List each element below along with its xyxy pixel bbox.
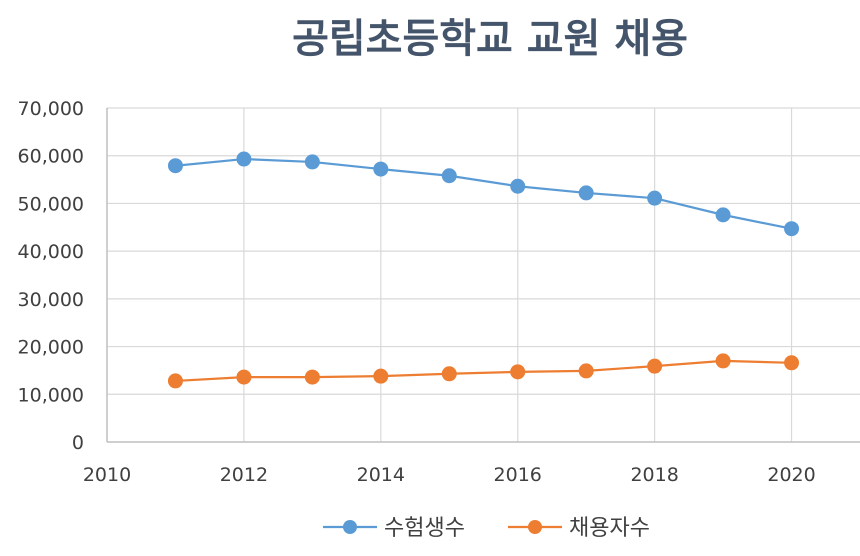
series-2-point [167,373,183,389]
series-1-point [578,185,594,201]
series-2-point [784,355,800,371]
series-2-point [441,366,457,382]
series-2-point [510,364,526,380]
series-2-point [236,369,252,385]
series-1-point [236,151,252,167]
x-tick-label: 2014 [357,464,405,486]
x-tick-label: 2010 [83,464,131,486]
series-1-line [175,157,792,230]
x-tick-label: 2012 [220,464,268,486]
legend-marker [528,520,542,534]
y-tick-label: 0 [72,432,84,454]
series-1-point [373,161,389,177]
series-1-point [167,158,183,174]
chart-title: 공립초등학교 교원 채용 [292,16,688,62]
series-1-point [715,207,731,223]
series-1-point [441,168,457,184]
y-tick-label: 10,000 [18,384,84,406]
y-tick-label: 50,000 [18,193,84,215]
series-2-line [175,359,792,383]
legend: 수험생수 채용자수 [323,516,650,541]
y-tick-label: 30,000 [18,289,84,311]
y-tick-label: 40,000 [18,241,84,263]
grid [107,107,860,442]
legend-label: 채용자수 [569,516,650,541]
legend-marker [343,520,357,534]
series-2-point [578,363,594,379]
series-2-point [373,368,389,384]
series-2-point [304,369,320,385]
series-1-point [304,154,320,170]
x-tick-label: 2018 [630,464,678,486]
series-2-point [715,353,731,369]
x-tick-label: 2020 [767,464,815,486]
series-1-point [647,190,663,206]
series-1-point [510,178,526,194]
axes: 0 10,000 20,000 30,000 40,000 50,000 60,000 70,… [18,98,860,486]
y-tick-label: 70,000 [18,98,84,120]
series-1-point [784,221,800,237]
series-2-point [647,358,663,374]
series [167,151,800,389]
y-tick-label: 60,000 [18,146,84,168]
legend-label: 수험생수 [384,516,465,541]
x-tick-label: 2016 [494,464,542,486]
y-tick-label: 20,000 [18,337,84,359]
